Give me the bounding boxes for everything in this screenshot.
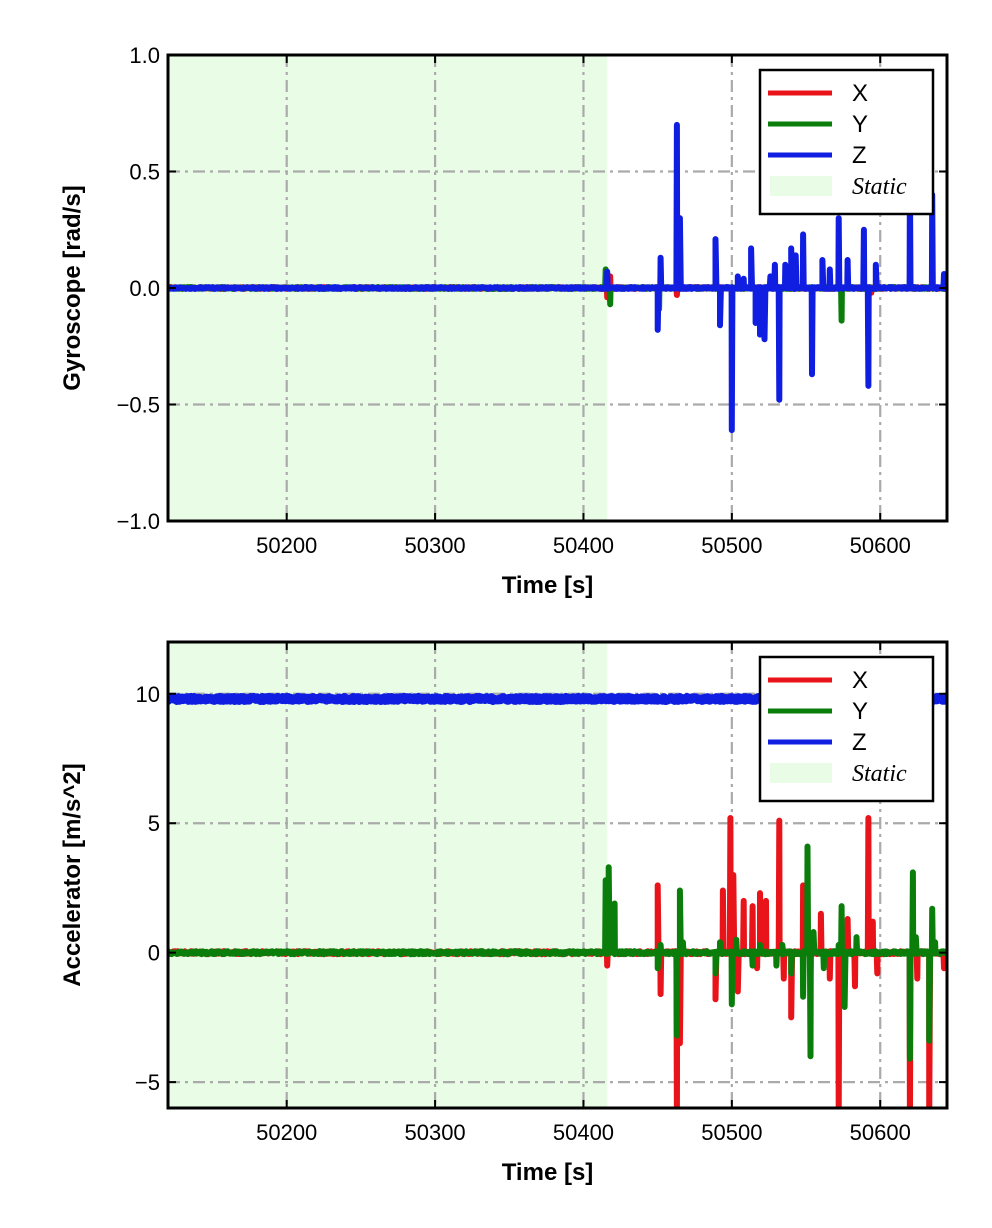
y-tick-label: 0 xyxy=(148,941,160,966)
legend: XYZ Static xyxy=(758,68,935,216)
y-tick-label: 0.0 xyxy=(129,276,160,301)
legend-label-static: Static xyxy=(852,174,907,200)
x-axis-label: Time [s] xyxy=(502,1159,594,1186)
y-tick-label: −0.5 xyxy=(117,393,160,418)
x-tick-label: 50600 xyxy=(850,533,911,558)
y-tick-label: 5 xyxy=(148,811,160,836)
legend-label-static: Static xyxy=(852,761,907,787)
legend-label-x: X xyxy=(852,667,868,694)
x-tick-label: 50500 xyxy=(701,533,762,558)
x-tick-label: 50200 xyxy=(256,533,317,558)
y-tick-label: −1.0 xyxy=(117,509,160,534)
legend-label-y: Y xyxy=(852,698,868,725)
series-z-line xyxy=(168,121,947,434)
legend-swatch-static xyxy=(770,176,832,196)
legend-label-z: Z xyxy=(852,729,867,756)
x-tick-label: 50300 xyxy=(404,533,465,558)
y-tick-label: 0.5 xyxy=(129,160,160,185)
y-tick-label: 10 xyxy=(136,682,160,707)
y-tick-label: 1.0 xyxy=(129,43,160,68)
legend-swatch-static xyxy=(770,763,832,783)
static-region xyxy=(168,642,608,1108)
legend: XYZ Static xyxy=(758,655,935,803)
y-tick-label: −5 xyxy=(135,1070,160,1095)
y-axis-label: Accelerator [m/s^2] xyxy=(59,763,86,986)
x-tick-label: 50300 xyxy=(404,1120,465,1145)
legend-label-x: X xyxy=(852,80,868,107)
plot-frame xyxy=(166,640,949,1110)
x-tick-label: 50400 xyxy=(553,1120,614,1145)
gyroscope-panel: 50200 50300 50400 50500 50600 −1.0 −0.5 0.0 0.5 1… xyxy=(59,43,949,599)
accelerometer-panel: 50200 50300 50400 50500 50600 −5 0 5 10 Time [s] A… xyxy=(59,640,949,1186)
legend-label-z: Z xyxy=(852,142,867,169)
x-tick-label: 50200 xyxy=(256,1120,317,1145)
x-tick-label: 50500 xyxy=(701,1120,762,1145)
y-axis-label: Gyroscope [rad/s] xyxy=(59,185,86,390)
x-tick-label: 50600 xyxy=(850,1120,911,1145)
x-axis-label: Time [s] xyxy=(502,572,594,599)
series-y-line xyxy=(168,843,947,1062)
legend-label-y: Y xyxy=(852,111,868,138)
x-tick-label: 50400 xyxy=(553,533,614,558)
